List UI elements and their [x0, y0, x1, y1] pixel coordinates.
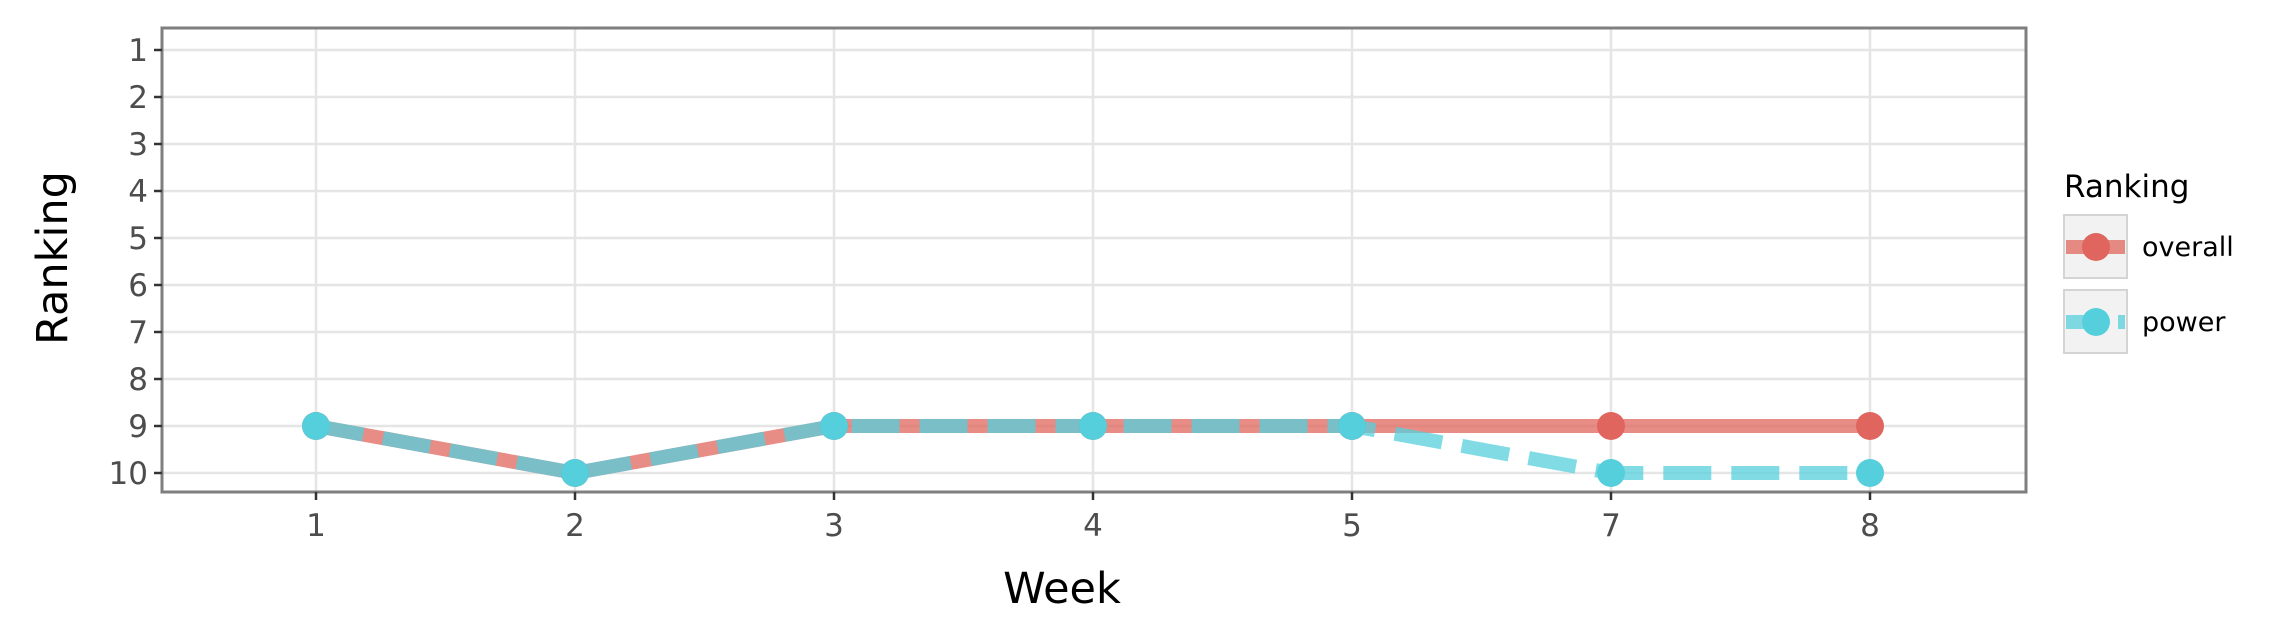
x-tick-label: 2: [565, 508, 585, 544]
y-tick-label: 9: [128, 409, 148, 445]
y-tick-label: 5: [128, 221, 148, 257]
legend: Ranking overall power: [2063, 169, 2234, 354]
data-point-power: [1338, 412, 1366, 440]
y-tick-label: 6: [128, 268, 148, 304]
x-tick-label: 4: [1083, 508, 1103, 544]
data-point-power: [1856, 459, 1884, 487]
y-tick-label: 8: [128, 362, 148, 398]
series-points: [302, 412, 1884, 487]
legend-title: Ranking: [2064, 169, 2189, 205]
legend-key-point-power: [2082, 308, 2110, 336]
legend-label-power: power: [2142, 307, 2226, 338]
y-axis-ticks: 1 2 3 4 5 6 7 8 9 10: [109, 33, 162, 492]
legend-items: overall power: [2063, 214, 2234, 354]
x-tick-label: 3: [824, 508, 844, 544]
legend-label-overall: overall: [2142, 232, 2234, 263]
y-tick-label: 4: [128, 174, 148, 210]
y-tick-label: 3: [128, 127, 148, 163]
y-tick-label: 1: [128, 33, 148, 69]
data-point-power: [1079, 412, 1107, 440]
data-point-overall: [1597, 412, 1625, 440]
data-point-power: [561, 459, 589, 487]
y-tick-label: 7: [128, 315, 148, 351]
x-tick-label: 5: [1342, 508, 1362, 544]
y-axis-title: Ranking: [28, 171, 78, 345]
data-point-power: [1597, 459, 1625, 487]
x-axis-title: Week: [1003, 564, 1121, 614]
x-tick-label: 7: [1601, 508, 1621, 544]
x-tick-label: 1: [306, 508, 326, 544]
x-axis-ticks: 1 2 3 4 5 7 8: [306, 492, 1880, 544]
data-point-power: [302, 412, 330, 440]
legend-key-point-overall: [2082, 233, 2110, 261]
y-tick-label: 2: [128, 80, 148, 116]
y-tick-label: 10: [109, 456, 148, 492]
data-point-overall: [1856, 412, 1884, 440]
x-tick-label: 8: [1860, 508, 1880, 544]
data-point-power: [820, 412, 848, 440]
